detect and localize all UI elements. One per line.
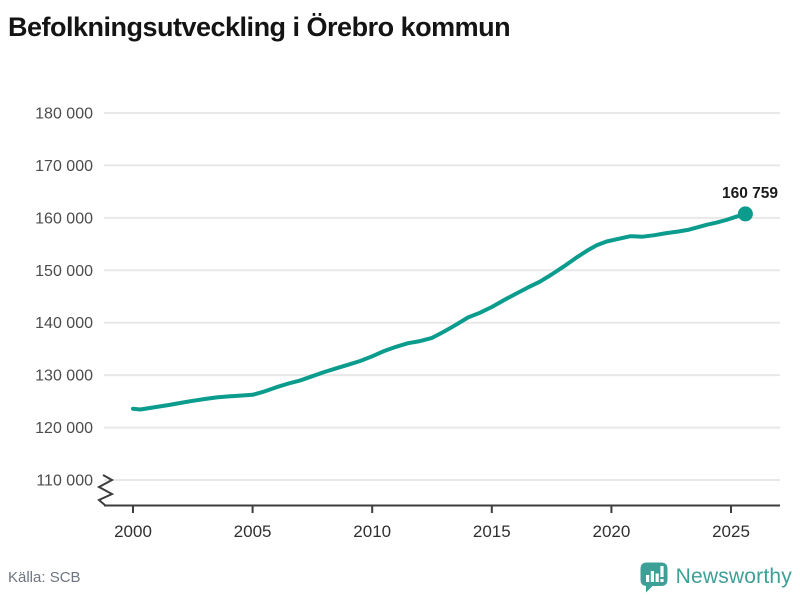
source-note: Källa: SCB <box>8 568 81 586</box>
brand-name: Newsworthy <box>675 565 792 588</box>
newsworthy-brand: Newsworthy <box>639 561 792 593</box>
x-tick-label: 2025 <box>712 522 750 541</box>
y-tick-label: 130 000 <box>35 368 93 385</box>
bar-small <box>645 575 649 582</box>
x-tick-label: 2000 <box>114 522 152 541</box>
x-tick-label: 2015 <box>473 522 511 541</box>
x-tick-label: 2010 <box>353 522 391 541</box>
chart-title: Befolkningsutveckling i Örebro kommun <box>8 12 511 42</box>
chart-footer: Källa: SCB Newsworthy <box>0 558 800 596</box>
exclamation-dot <box>660 579 664 582</box>
axis-break-squiggle <box>96 474 115 507</box>
x-tick-label: 2005 <box>234 522 272 541</box>
x-tick-label: 2020 <box>592 522 630 541</box>
y-tick-label: 180 000 <box>35 106 93 123</box>
end-point-dot <box>737 206 753 222</box>
population-line <box>131 211 748 412</box>
y-tick-label: 110 000 <box>36 473 93 490</box>
y-tick-label: 150 000 <box>35 263 93 280</box>
newsworthy-bubble-barchart-icon <box>640 562 668 593</box>
bar-medium <box>655 573 659 582</box>
y-tick-label: 160 000 <box>35 210 93 227</box>
exclamation-stem <box>660 566 664 577</box>
bar-tall <box>650 571 654 582</box>
end-value-label: 160 759 <box>722 185 778 202</box>
y-tick-label: 170 000 <box>35 158 93 175</box>
y-tick-label: 120 000 <box>35 420 93 437</box>
y-tick-label: 140 000 <box>35 315 93 332</box>
